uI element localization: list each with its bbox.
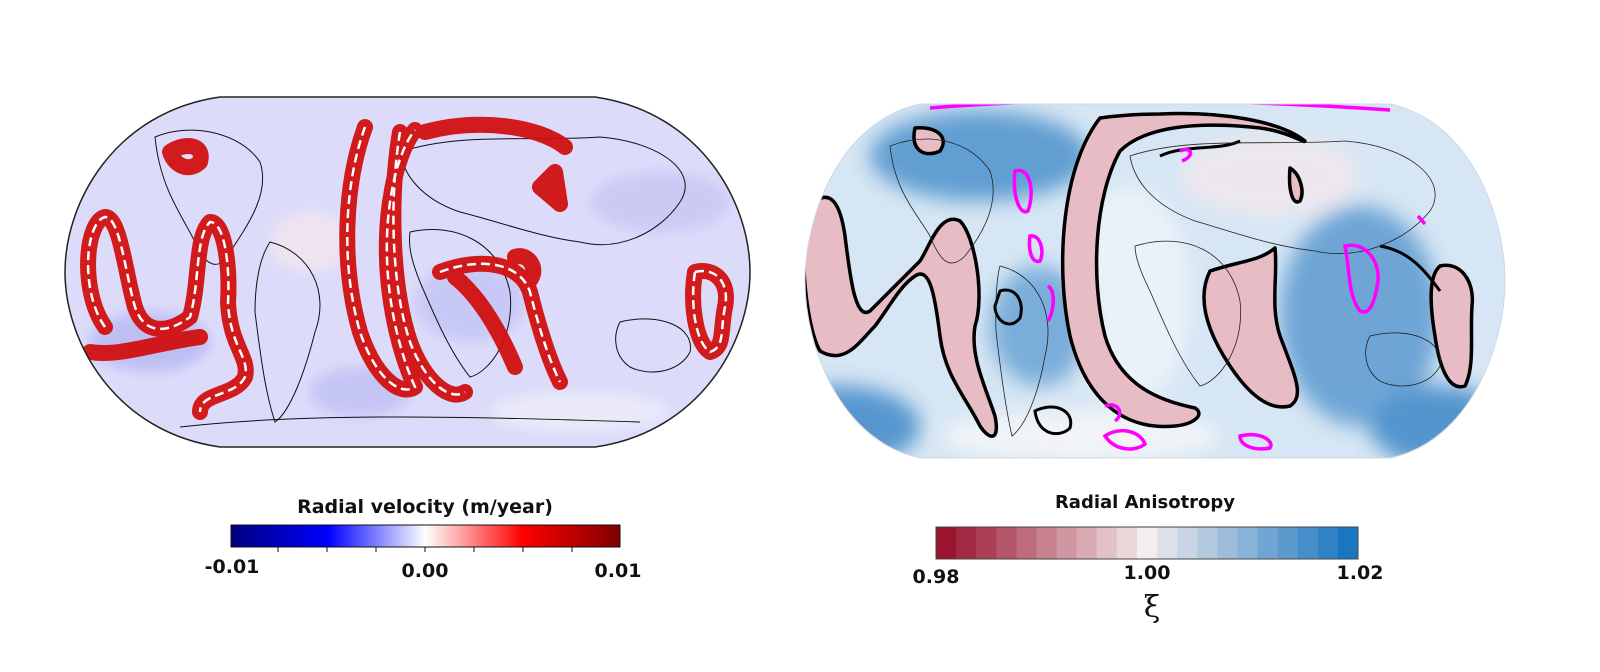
colorbar-max-label: 0.01 [594, 560, 642, 582]
colorbar-step [996, 527, 1017, 559]
colorbar-step [1056, 527, 1078, 559]
colorbar-symbol: ξ [1143, 590, 1161, 625]
colorbar-step [1076, 527, 1098, 559]
map-outline [804, 103, 1506, 459]
radial-anisotropy-map [804, 103, 1506, 459]
colorbar-step [1337, 527, 1359, 559]
colorbar-step [1157, 527, 1178, 559]
colorbar-step [956, 527, 977, 559]
colorbar-step [1096, 527, 1118, 559]
radial-anisotropy-colorbar [935, 526, 1359, 560]
coastlines [889, 138, 1441, 437]
map-outline [64, 96, 751, 448]
colorbar-step [1277, 527, 1299, 559]
colorbar-step [1197, 527, 1218, 559]
colorbar-step [1257, 527, 1279, 559]
colorbar-step [1136, 527, 1158, 559]
radial-velocity-colorbar [230, 524, 621, 552]
radial-velocity-map [64, 96, 751, 448]
colorbar-step [1036, 527, 1058, 559]
colorbar-step [1016, 527, 1037, 559]
colorbar-step [1217, 527, 1238, 559]
radial-velocity-panel: Radial velocity (m/year) -0.01 0.00 0.01 [64, 96, 751, 582]
colorbar-mid-label: 0.00 [401, 560, 449, 582]
colorbar-step [936, 527, 957, 559]
colorbar-title: Radial Anisotropy [1054, 492, 1236, 513]
colorbar-mid-label: 1.00 [1123, 562, 1171, 584]
colorbar-gradient [230, 524, 621, 548]
colorbar-max-label: 1.02 [1336, 562, 1384, 584]
colorbar-step [1237, 527, 1259, 559]
colorbar-min-label: 0.98 [912, 566, 960, 588]
colorbar-border [935, 526, 1359, 560]
fast-anomaly-contours [993, 139, 1442, 436]
colorbar-step [976, 527, 997, 559]
colorbar-min-label: -0.01 [204, 556, 260, 578]
colorbar-step [1116, 527, 1138, 559]
colorbar-step [1177, 527, 1198, 559]
colorbar-step [1317, 527, 1339, 559]
colorbar-ticks [277, 547, 573, 552]
slow-anomaly-contours [805, 111, 1475, 438]
zone-centerlines [86, 126, 728, 413]
colorbar-step [1297, 527, 1319, 559]
radial-anisotropy-panel: Radial Anisotropy 0.98 1.00 1.02 ξ [800, 0, 1600, 672]
colorbar-title: Radial velocity (m/year) [297, 496, 553, 518]
